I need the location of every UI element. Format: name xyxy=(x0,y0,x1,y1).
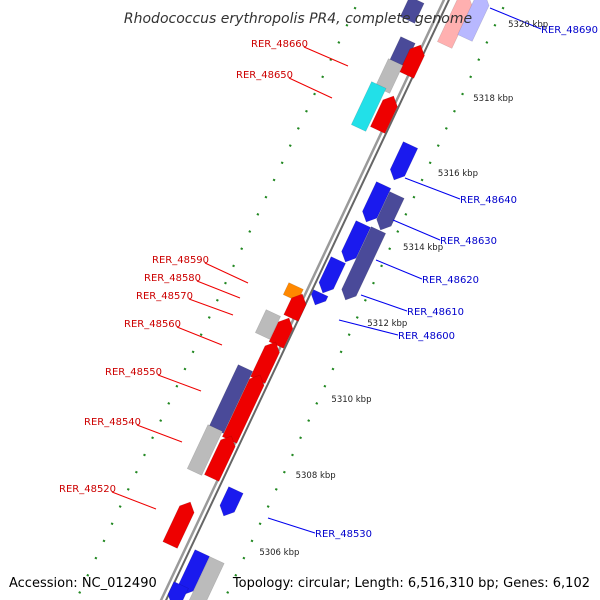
gene-arrow xyxy=(369,95,398,134)
left-guide-dots xyxy=(74,0,361,600)
gene-arrow xyxy=(398,44,425,79)
kbp-tick-label: 5312 kbp xyxy=(367,319,407,329)
leader-line-forward xyxy=(288,77,333,99)
gene-arrow xyxy=(162,501,195,549)
gene-arrow xyxy=(254,309,282,340)
leader-line-forward xyxy=(111,491,157,510)
backbone-line xyxy=(165,0,450,600)
gene-label-forward: RER_48560 xyxy=(124,319,181,330)
gene-arrow xyxy=(203,435,236,482)
gene-arrow xyxy=(318,256,346,294)
gene-label-reverse: RER_48620 xyxy=(422,275,479,286)
gene-arrow xyxy=(208,364,254,434)
gene-arrow xyxy=(310,289,329,306)
leader-line-forward xyxy=(196,280,241,299)
leader-line-forward xyxy=(188,298,234,316)
gene-arrow xyxy=(350,81,387,132)
gene-arrow xyxy=(376,191,405,231)
leader-line-forward xyxy=(176,326,223,346)
accession-label: Accession: NC_012490 xyxy=(9,576,157,591)
gene-label-reverse: RER_48640 xyxy=(460,195,517,206)
leader-line-forward xyxy=(136,424,183,443)
genome-summary: Topology: circular; Length: 6,516,310 bp… xyxy=(232,576,590,591)
leader-line-reverse xyxy=(338,319,399,336)
leader-line-forward xyxy=(204,262,249,284)
kbp-tick-label: 5306 kbp xyxy=(259,548,299,558)
gene-arrow xyxy=(188,556,225,600)
gene-label-reverse: RER_48690 xyxy=(541,25,598,36)
gene-arrow xyxy=(437,0,473,49)
kbp-scale: 5306 kbp 5308 kbp 5310 kbp 5312 kbp 5314 kbp… xyxy=(259,20,548,558)
gene-label-reverse: RER_48530 xyxy=(315,529,372,540)
kbp-tick-label: 5316 kbp xyxy=(438,169,478,179)
gene-track xyxy=(162,0,490,600)
kbp-tick-label: 5318 kbp xyxy=(473,94,513,104)
leader-line-reverse xyxy=(360,294,408,312)
gene-label-forward: RER_48570 xyxy=(136,291,193,302)
gene-label-reverse: RER_48600 xyxy=(398,331,455,342)
gene-arrow xyxy=(374,58,404,94)
gene-label-reverse: RER_48610 xyxy=(407,307,464,318)
gene-arrow xyxy=(268,317,294,349)
gene-label-reverse: RER_48630 xyxy=(440,236,497,247)
gene-label-forward: RER_48580 xyxy=(144,273,201,284)
gene-arrow xyxy=(167,581,189,600)
leader-line-forward xyxy=(157,374,202,392)
gene-label-forward: RER_48660 xyxy=(251,39,308,50)
gene-arrow xyxy=(221,374,265,444)
gene-label-forward: RER_48550 xyxy=(105,367,162,378)
gene-arrow xyxy=(178,549,210,596)
leader-line-reverse xyxy=(404,177,461,200)
dotted-track-guides xyxy=(74,0,509,600)
right-guide-dots xyxy=(222,0,509,600)
label-leader-lines xyxy=(111,7,542,534)
gene-label-forward: RER_48520 xyxy=(59,484,116,495)
gene-arrow xyxy=(219,486,244,517)
gene-arrow xyxy=(186,424,223,476)
genome-title: Rhodococcus erythropolis PR4, complete g… xyxy=(124,11,472,27)
kbp-tick-label: 5310 kbp xyxy=(331,395,371,405)
gene-arrow xyxy=(399,0,425,24)
kbp-tick-label: 5314 kbp xyxy=(403,243,443,253)
gene-label-forward: RER_48540 xyxy=(84,417,141,428)
gene-arrow xyxy=(362,181,392,223)
leader-line-reverse xyxy=(375,259,423,280)
leader-line-forward xyxy=(303,46,349,67)
gene-label-forward: RER_48650 xyxy=(236,70,293,81)
gene-arrow xyxy=(341,220,371,263)
gene-arrow xyxy=(341,226,387,301)
kbp-tick-label: 5320 kbp xyxy=(508,20,548,30)
gene-arrow xyxy=(457,0,490,42)
leader-line-reverse xyxy=(489,7,542,30)
gene-arrow xyxy=(283,293,307,322)
leader-line-reverse xyxy=(267,517,316,534)
gene-label-forward: RER_48590 xyxy=(152,255,209,266)
gene-labels: RER_48660 RER_48650 RER_48590 RER_48580 RER_… xyxy=(59,25,598,540)
genome-backbone xyxy=(159,0,450,600)
leader-line-reverse xyxy=(392,219,441,241)
gene-arrow xyxy=(389,141,419,181)
kbp-tick-label: 5308 kbp xyxy=(296,471,336,481)
